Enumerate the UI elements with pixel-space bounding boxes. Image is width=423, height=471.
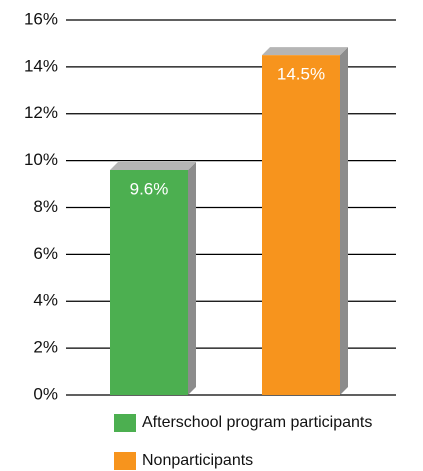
legend-label: Afterschool program participants: [142, 414, 372, 431]
value-label: 14.5%: [277, 65, 325, 84]
bar: [110, 170, 188, 395]
y-tick-label: 12%: [24, 103, 58, 122]
y-tick-label: 0%: [33, 384, 58, 403]
legend-swatch: [114, 452, 136, 470]
y-tick-label: 2%: [33, 338, 58, 357]
bar-side: [340, 47, 348, 395]
y-tick-label: 16%: [24, 9, 58, 28]
bar: [262, 55, 340, 395]
legend-swatch: [114, 414, 136, 432]
y-tick-label: 14%: [24, 56, 58, 75]
legend-label: Nonparticipants: [142, 452, 253, 469]
bar-side: [188, 162, 196, 395]
y-tick-label: 10%: [24, 150, 58, 169]
value-label: 9.6%: [130, 179, 169, 198]
y-tick-label: 6%: [33, 244, 58, 263]
y-tick-label: 8%: [33, 197, 58, 216]
bar-top: [262, 47, 348, 56]
bar-top: [110, 162, 196, 170]
y-tick-label: 4%: [33, 291, 58, 310]
